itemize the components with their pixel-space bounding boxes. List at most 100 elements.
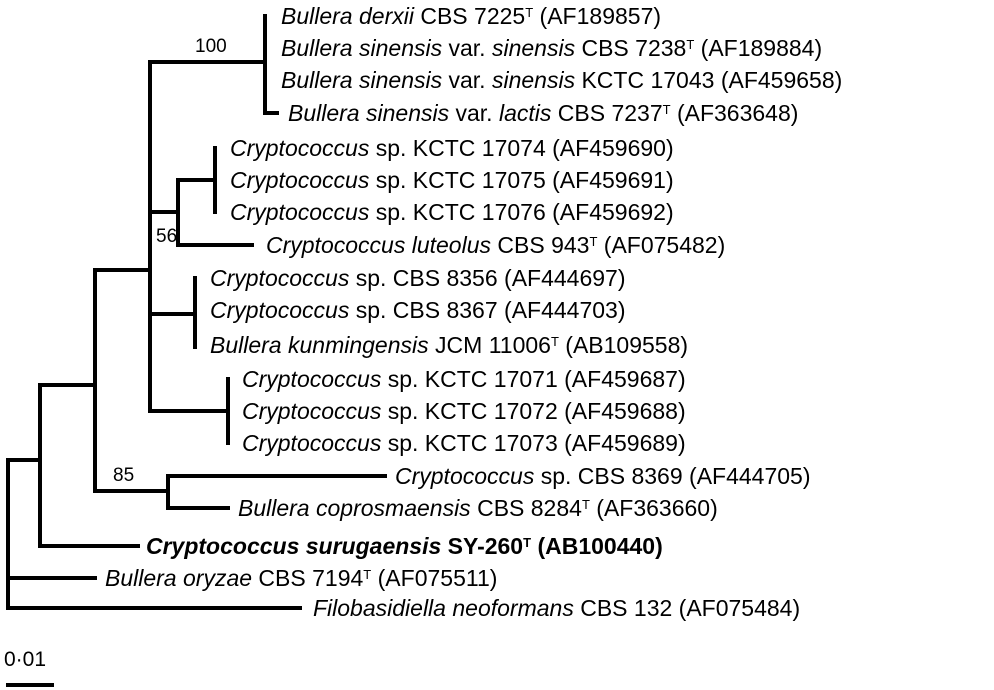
type-strain-mark: T (589, 234, 598, 249)
taxon-genus: Bullera (281, 67, 353, 93)
taxon-strain: sp. KCTC 17076 (369, 199, 546, 225)
taxon-accession: (AF459689) (557, 430, 686, 456)
taxon-accession: (AF444703) (497, 297, 626, 323)
taxon-accession: (AF363660) (589, 495, 718, 521)
taxon-epithet: luteolus (411, 232, 491, 258)
taxon-label: Cryptococcus surugaensis SY-260T (AB1004… (146, 532, 663, 560)
taxon-strain: sp. KCTC 17074 (369, 135, 546, 161)
taxon-strain: CBS 8284 (470, 495, 582, 521)
taxon-strain: sp. CBS 8367 (349, 297, 498, 323)
type-strain-mark: T (525, 5, 534, 20)
taxon-genus: Cryptococcus (395, 463, 535, 489)
taxon-label: Bullera sinensis var. sinensis KCTC 1704… (281, 66, 842, 94)
taxon-epithet: coprosmaensis (316, 495, 471, 521)
taxon-genus: Cryptococcus (266, 232, 406, 258)
taxon-genus: Bullera (210, 332, 282, 358)
taxon-epithet: oryzae (183, 565, 253, 591)
taxon-label: Bullera coprosmaensis CBS 8284T (AF36366… (238, 494, 718, 522)
taxon-accession: (AF189884) (694, 35, 823, 61)
taxon-label: Cryptococcus sp. CBS 8367 (AF444703) (210, 296, 626, 324)
taxon-label: Cryptococcus sp. KCTC 17071 (AF459687) (242, 365, 686, 393)
taxon-strain: sp. KCTC 17072 (381, 398, 558, 424)
type-strain-mark: T (363, 567, 372, 582)
taxon-epithet: surugaensis (305, 533, 442, 559)
taxon-variety: sinensis (491, 35, 576, 61)
taxon-strain: sp. KCTC 17075 (369, 167, 546, 193)
taxon-variety: sinensis (491, 67, 576, 93)
taxon-accession: (AF189857) (533, 3, 662, 29)
taxon-label: Filobasidiella neoformans CBS 132 (AF075… (313, 594, 800, 622)
taxon-genus: Bullera (281, 3, 353, 29)
taxon-epithet: sinensis (359, 67, 443, 93)
taxon-label: Cryptococcus sp. KCTC 17073 (AF459689) (242, 429, 686, 457)
taxon-label: Bullera sinensis var. lactis CBS 7237T (… (288, 99, 798, 127)
taxon-genus: Bullera (288, 100, 360, 126)
taxon-rank: var. (442, 35, 492, 61)
type-strain-mark: T (550, 334, 559, 349)
taxon-variety: lactis (498, 100, 552, 126)
taxon-rank: var. (449, 100, 499, 126)
taxon-strain: sp. CBS 8369 (534, 463, 683, 489)
type-strain-mark: T (662, 102, 671, 117)
taxon-accession: (AF075482) (597, 232, 726, 258)
taxon-genus: Cryptococcus (210, 297, 350, 323)
bootstrap-value: 56 (156, 226, 178, 247)
bootstrap-value: 85 (113, 465, 135, 486)
taxon-genus: Bullera (238, 495, 310, 521)
taxon-genus: Bullera (281, 35, 353, 61)
bootstrap-value: 100 (195, 36, 227, 57)
taxon-accession: (AB109558) (558, 332, 689, 358)
taxon-epithet: derxii (359, 3, 414, 29)
type-strain-mark: T (523, 535, 532, 550)
taxon-accession: (AF459691) (545, 167, 674, 193)
taxon-accession: (AF459658) (714, 67, 843, 93)
taxon-strain: SY-260 (441, 533, 524, 559)
taxon-strain: JCM 11006 (428, 332, 551, 358)
taxon-strain: sp. CBS 8356 (349, 265, 498, 291)
taxon-strain: CBS 943 (491, 232, 590, 258)
taxon-label: Cryptococcus sp. KCTC 17072 (AF459688) (242, 397, 686, 425)
taxon-epithet: neoformans (452, 595, 574, 621)
taxon-accession: (AB100440) (531, 533, 663, 559)
taxon-genus: Cryptococcus (210, 265, 350, 291)
scale-bar-label: 0·01 (4, 648, 47, 671)
taxon-accession: (AF075511) (371, 565, 498, 591)
taxon-epithet: kunmingensis (288, 332, 429, 358)
taxon-genus: Cryptococcus (242, 398, 382, 424)
taxon-label: Bullera oryzae CBS 7194T (AF075511) (105, 564, 497, 592)
taxon-strain: CBS 7225 (413, 3, 526, 29)
taxon-label: Bullera derxii CBS 7225T (AF189857) (281, 2, 661, 30)
taxon-label: Cryptococcus sp. CBS 8356 (AF444697) (210, 264, 626, 292)
taxon-rank: var. (442, 67, 492, 93)
taxon-genus: Cryptococcus (242, 366, 382, 392)
taxon-genus: Cryptococcus (242, 430, 382, 456)
taxon-accession: (AF459687) (557, 366, 686, 392)
taxon-label: Cryptococcus sp. CBS 8369 (AF444705) (395, 462, 811, 490)
taxon-accession: (AF459690) (545, 135, 674, 161)
taxon-epithet: sinensis (359, 35, 443, 61)
taxon-strain: CBS 7238 (575, 35, 687, 61)
taxon-accession: (AF363648) (670, 100, 799, 126)
type-strain-mark: T (686, 37, 695, 52)
taxon-label: Bullera kunmingensis JCM 11006T (AB10955… (210, 331, 688, 359)
type-strain-mark: T (581, 497, 590, 512)
taxon-epithet: sinensis (366, 100, 450, 126)
taxon-label: Cryptococcus luteolus CBS 943T (AF075482… (266, 231, 725, 259)
taxon-accession: (AF459692) (545, 199, 674, 225)
taxon-strain: sp. KCTC 17071 (381, 366, 558, 392)
taxon-genus: Cryptococcus (146, 533, 300, 559)
taxon-genus: Cryptococcus (230, 167, 370, 193)
taxon-strain: CBS 132 (573, 595, 673, 621)
taxon-genus: Bullera (105, 565, 177, 591)
taxon-label: Cryptococcus sp. KCTC 17074 (AF459690) (230, 134, 674, 162)
taxon-genus: Cryptococcus (230, 199, 370, 225)
taxon-genus: Filobasidiella (313, 595, 446, 621)
taxon-accession: (AF444705) (682, 463, 811, 489)
taxon-accession: (AF075484) (672, 595, 801, 621)
taxon-label: Cryptococcus sp. KCTC 17076 (AF459692) (230, 198, 674, 226)
taxon-strain: CBS 7237 (551, 100, 663, 126)
taxon-accession: (AF444697) (497, 265, 626, 291)
taxon-genus: Cryptococcus (230, 135, 370, 161)
taxon-accession: (AF459688) (557, 398, 686, 424)
